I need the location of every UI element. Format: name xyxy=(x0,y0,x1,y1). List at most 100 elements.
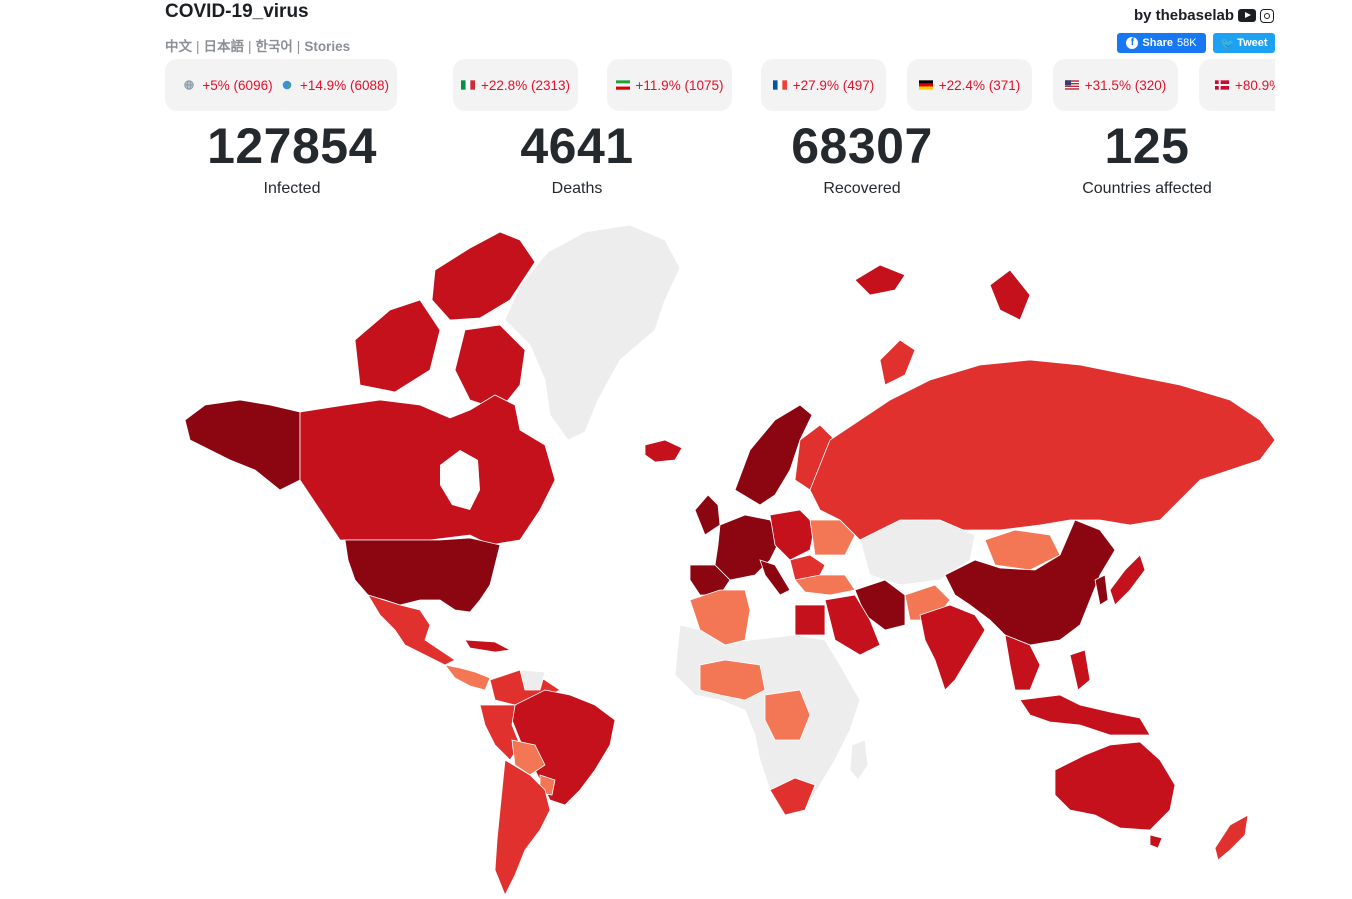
map-country-philippines[interactable] xyxy=(1069,649,1091,691)
iran-flag-icon xyxy=(615,80,630,90)
map-country-russia-north-islands[interactable] xyxy=(879,339,916,386)
map-country-uk[interactable] xyxy=(694,494,721,536)
change-chip-earth[interactable]: +14.9% (6088) xyxy=(272,59,397,111)
map-country-iceland[interactable] xyxy=(644,439,683,463)
map-hudson-bay xyxy=(440,450,480,510)
lang-link-japanese[interactable]: 日本語 xyxy=(203,39,245,54)
map-country-scandinavia[interactable] xyxy=(734,404,813,506)
map-country-svalbard[interactable] xyxy=(854,264,906,296)
stat-value: 127854 xyxy=(207,118,377,174)
summary-stats: 127854 Infected 4641 Deaths 68307 Recove… xyxy=(165,118,1275,208)
stat-infected: 127854 Infected xyxy=(162,118,422,198)
lang-link-chinese[interactable]: 中文 xyxy=(165,39,192,54)
country-change-strip[interactable]: +5% (6096) +14.9% (6088) +22.8% (2313) +… xyxy=(165,59,1275,113)
stat-label: Infected xyxy=(263,180,321,197)
stat-value: 125 xyxy=(1104,118,1190,174)
map-country-kazakhstan[interactable] xyxy=(859,519,976,586)
change-chip-france[interactable]: +27.9% (497) xyxy=(761,59,886,111)
map-country-central-america[interactable] xyxy=(444,664,491,691)
stat-countries: 125 Countries affected xyxy=(1017,118,1277,198)
facebook-icon: f xyxy=(1126,37,1139,49)
map-country-new-zealand[interactable] xyxy=(1214,814,1249,861)
stories-link[interactable]: Stories xyxy=(304,39,351,54)
chip-text: +80.9% xyxy=(1235,77,1275,93)
map-country-alaska[interactable] xyxy=(184,399,301,491)
map-country-canada-arctic-west[interactable] xyxy=(354,299,441,393)
map-country-guyana-region[interactable] xyxy=(519,669,546,691)
twitter-bird-icon: 🐦 xyxy=(1220,37,1235,50)
map-country-south-africa[interactable] xyxy=(769,777,816,816)
separator: | xyxy=(196,39,200,54)
map-country-chile-argentina[interactable] xyxy=(494,759,551,896)
change-chip-denmark[interactable]: +80.9% xyxy=(1199,59,1275,111)
globe-icon xyxy=(184,80,195,90)
map-country-japan[interactable] xyxy=(1109,554,1146,606)
chip-text: +22.4% (371) xyxy=(938,77,1021,93)
map-country-franz-josef[interactable] xyxy=(989,269,1031,321)
map-country-australia[interactable] xyxy=(1054,741,1176,831)
map-country-canada-baffin[interactable] xyxy=(454,324,526,411)
change-chip-usa[interactable]: +31.5% (320) xyxy=(1053,59,1178,111)
map-country-madagascar[interactable] xyxy=(849,739,869,781)
map-country-turkey[interactable] xyxy=(794,574,856,596)
change-chip-iran[interactable]: +11.9% (1075) xyxy=(607,59,732,111)
chip-text: +11.9% (1075) xyxy=(635,77,724,93)
map-country-italy[interactable] xyxy=(759,559,791,596)
map-country-usa[interactable] xyxy=(344,537,501,613)
change-chip-world[interactable]: +5% (6096) xyxy=(165,59,290,111)
map-country-central-africa[interactable] xyxy=(764,689,811,741)
earth-icon xyxy=(282,80,292,90)
lang-link-korean[interactable]: 한국어 xyxy=(255,39,293,54)
stat-recovered: 68307 Recovered xyxy=(732,118,992,198)
map-country-korea[interactable] xyxy=(1094,574,1109,606)
share-count: 58K xyxy=(1177,37,1197,49)
chip-text: +22.8% (2313) xyxy=(481,77,570,93)
youtube-icon[interactable] xyxy=(1238,9,1256,22)
author-link[interactable]: by thebaselab xyxy=(1133,7,1234,24)
map-country-india[interactable] xyxy=(919,604,986,691)
tweet-button[interactable]: 🐦 Tweet xyxy=(1213,33,1275,53)
map-country-mexico[interactable] xyxy=(367,594,456,666)
change-chip-italy[interactable]: +22.8% (2313) xyxy=(453,59,578,111)
instagram-icon[interactable] xyxy=(1260,8,1274,23)
chip-text: +27.9% (497) xyxy=(792,77,875,93)
facebook-share-button[interactable]: f Share 58K xyxy=(1117,33,1206,53)
byline: by thebaselab xyxy=(1134,7,1274,24)
stat-value: 4641 xyxy=(520,118,634,174)
france-flag-icon xyxy=(772,80,787,90)
map-country-greenland[interactable] xyxy=(504,224,681,441)
map-country-arabia[interactable] xyxy=(824,594,881,656)
map-country-russia[interactable] xyxy=(809,359,1276,541)
stat-deaths: 4641 Deaths xyxy=(447,118,707,198)
tweet-label: Tweet xyxy=(1237,37,1268,49)
germany-flag-icon xyxy=(918,80,933,90)
chip-text: +5% (6096) xyxy=(202,77,273,93)
share-label: Share xyxy=(1142,37,1173,49)
map-country-china[interactable] xyxy=(944,519,1116,646)
denmark-flag-icon xyxy=(1215,80,1229,90)
italy-flag-icon xyxy=(461,80,476,90)
stat-label: Recovered xyxy=(823,180,901,197)
map-country-canada[interactable] xyxy=(299,394,556,546)
map-country-central-europe[interactable] xyxy=(769,509,816,561)
stat-label: Countries affected xyxy=(1082,180,1212,197)
map-country-tasmania[interactable] xyxy=(1149,834,1163,849)
stat-value: 68307 xyxy=(791,118,933,174)
page-title: COVID-19_virus xyxy=(165,1,309,22)
map-country-canada-arctic[interactable] xyxy=(431,231,536,321)
map-country-indochina[interactable] xyxy=(1004,634,1041,691)
separator: | xyxy=(248,39,252,54)
map-country-ukraine[interactable] xyxy=(809,519,856,556)
separator: | xyxy=(296,39,301,54)
map-country-cuba[interactable] xyxy=(464,639,512,653)
language-nav: 中文 | 日本語 | 한국어 | Stories xyxy=(165,35,350,55)
chip-text: +31.5% (320) xyxy=(1084,77,1167,93)
usa-flag-icon xyxy=(1064,80,1079,90)
map-country-egypt[interactable] xyxy=(794,604,826,636)
map-country-bolivia[interactable] xyxy=(511,739,546,776)
change-chip-germany[interactable]: +22.4% (371) xyxy=(907,59,1032,111)
chip-text: +14.9% (6088) xyxy=(300,77,389,93)
map-country-west-africa[interactable] xyxy=(699,659,766,701)
map-country-indonesia-malaysia[interactable] xyxy=(1019,694,1151,736)
